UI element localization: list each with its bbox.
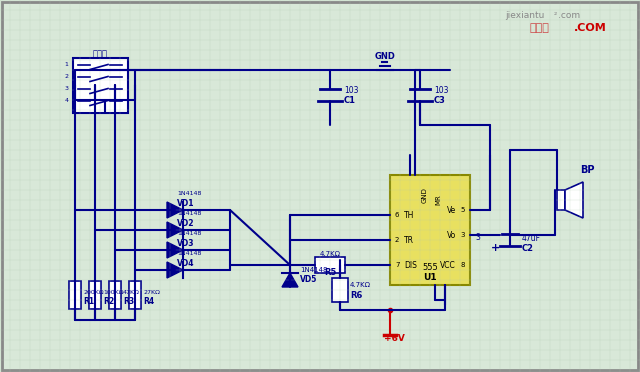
Text: 3: 3 bbox=[65, 86, 68, 91]
Bar bbox=[390, 175, 470, 285]
Text: Ve: Ve bbox=[447, 205, 456, 215]
Text: 1N4148: 1N4148 bbox=[300, 267, 328, 273]
Text: R6: R6 bbox=[350, 292, 362, 301]
Bar bbox=[69, 281, 81, 309]
Text: Vo: Vo bbox=[447, 231, 456, 240]
Text: 1: 1 bbox=[65, 62, 68, 67]
Bar bbox=[109, 281, 121, 309]
Text: 接线图: 接线图 bbox=[530, 23, 550, 33]
Text: C3: C3 bbox=[434, 96, 446, 105]
Text: 5: 5 bbox=[461, 207, 465, 213]
Text: .COM: .COM bbox=[574, 23, 607, 33]
Text: C2: C2 bbox=[522, 244, 534, 253]
Polygon shape bbox=[167, 242, 183, 258]
Text: 555: 555 bbox=[422, 263, 438, 272]
Bar bbox=[315, 257, 345, 273]
Text: 2: 2 bbox=[395, 237, 399, 243]
Text: 1N4148: 1N4148 bbox=[177, 191, 202, 196]
Text: R4: R4 bbox=[143, 298, 154, 307]
Text: VD3: VD3 bbox=[177, 239, 195, 248]
Text: GND: GND bbox=[422, 187, 428, 203]
Bar bbox=[89, 281, 101, 309]
Text: 47uF: 47uF bbox=[522, 234, 541, 243]
Text: 1N4148: 1N4148 bbox=[177, 211, 202, 216]
Text: 1N4148: 1N4148 bbox=[177, 251, 202, 256]
Text: GND: GND bbox=[374, 52, 396, 61]
Text: VD2: VD2 bbox=[177, 219, 195, 228]
Text: R1: R1 bbox=[83, 298, 94, 307]
Text: U1: U1 bbox=[423, 273, 437, 282]
Polygon shape bbox=[565, 182, 583, 218]
Text: 警戒线: 警戒线 bbox=[93, 49, 108, 58]
Text: 3: 3 bbox=[461, 232, 465, 238]
Text: 8: 8 bbox=[461, 262, 465, 268]
Text: 4.7KΩ: 4.7KΩ bbox=[350, 282, 371, 288]
Text: 103: 103 bbox=[344, 86, 358, 94]
Text: DIS: DIS bbox=[404, 260, 417, 269]
Polygon shape bbox=[167, 262, 183, 278]
Bar bbox=[332, 278, 348, 302]
Text: .com: .com bbox=[558, 10, 580, 19]
Text: BP: BP bbox=[580, 165, 595, 175]
Bar bbox=[557, 190, 565, 210]
Text: TR: TR bbox=[404, 235, 414, 244]
Text: C1: C1 bbox=[344, 96, 356, 105]
Text: 200KΩ: 200KΩ bbox=[83, 289, 104, 295]
Text: 4: 4 bbox=[65, 98, 68, 103]
Text: 6: 6 bbox=[395, 212, 399, 218]
Text: R3: R3 bbox=[123, 298, 134, 307]
Polygon shape bbox=[167, 222, 183, 238]
Text: ²: ² bbox=[554, 10, 557, 19]
Text: VCC: VCC bbox=[440, 260, 456, 269]
Text: 100KΩ: 100KΩ bbox=[103, 289, 124, 295]
Text: 3: 3 bbox=[475, 233, 480, 242]
Text: VD5: VD5 bbox=[300, 276, 317, 285]
Text: 4.7KΩ: 4.7KΩ bbox=[319, 251, 340, 257]
Text: jiexiantu: jiexiantu bbox=[505, 10, 545, 19]
Text: 103: 103 bbox=[434, 86, 449, 94]
Text: R5: R5 bbox=[324, 268, 336, 277]
Polygon shape bbox=[167, 202, 183, 218]
Bar bbox=[72, 58, 127, 112]
Text: +: + bbox=[492, 243, 500, 253]
Text: 7: 7 bbox=[395, 262, 399, 268]
Text: TH: TH bbox=[404, 211, 414, 219]
Polygon shape bbox=[282, 273, 298, 287]
Text: VD1: VD1 bbox=[177, 199, 195, 208]
Text: 47KΩ: 47KΩ bbox=[123, 289, 140, 295]
Text: +6V: +6V bbox=[383, 334, 404, 343]
Text: 27KΩ: 27KΩ bbox=[143, 289, 160, 295]
Text: VD4: VD4 bbox=[177, 259, 195, 268]
Text: 2: 2 bbox=[65, 74, 68, 79]
Text: MR: MR bbox=[435, 195, 441, 205]
Bar bbox=[129, 281, 141, 309]
Text: R2: R2 bbox=[103, 298, 114, 307]
Text: 1N4148: 1N4148 bbox=[177, 231, 202, 236]
